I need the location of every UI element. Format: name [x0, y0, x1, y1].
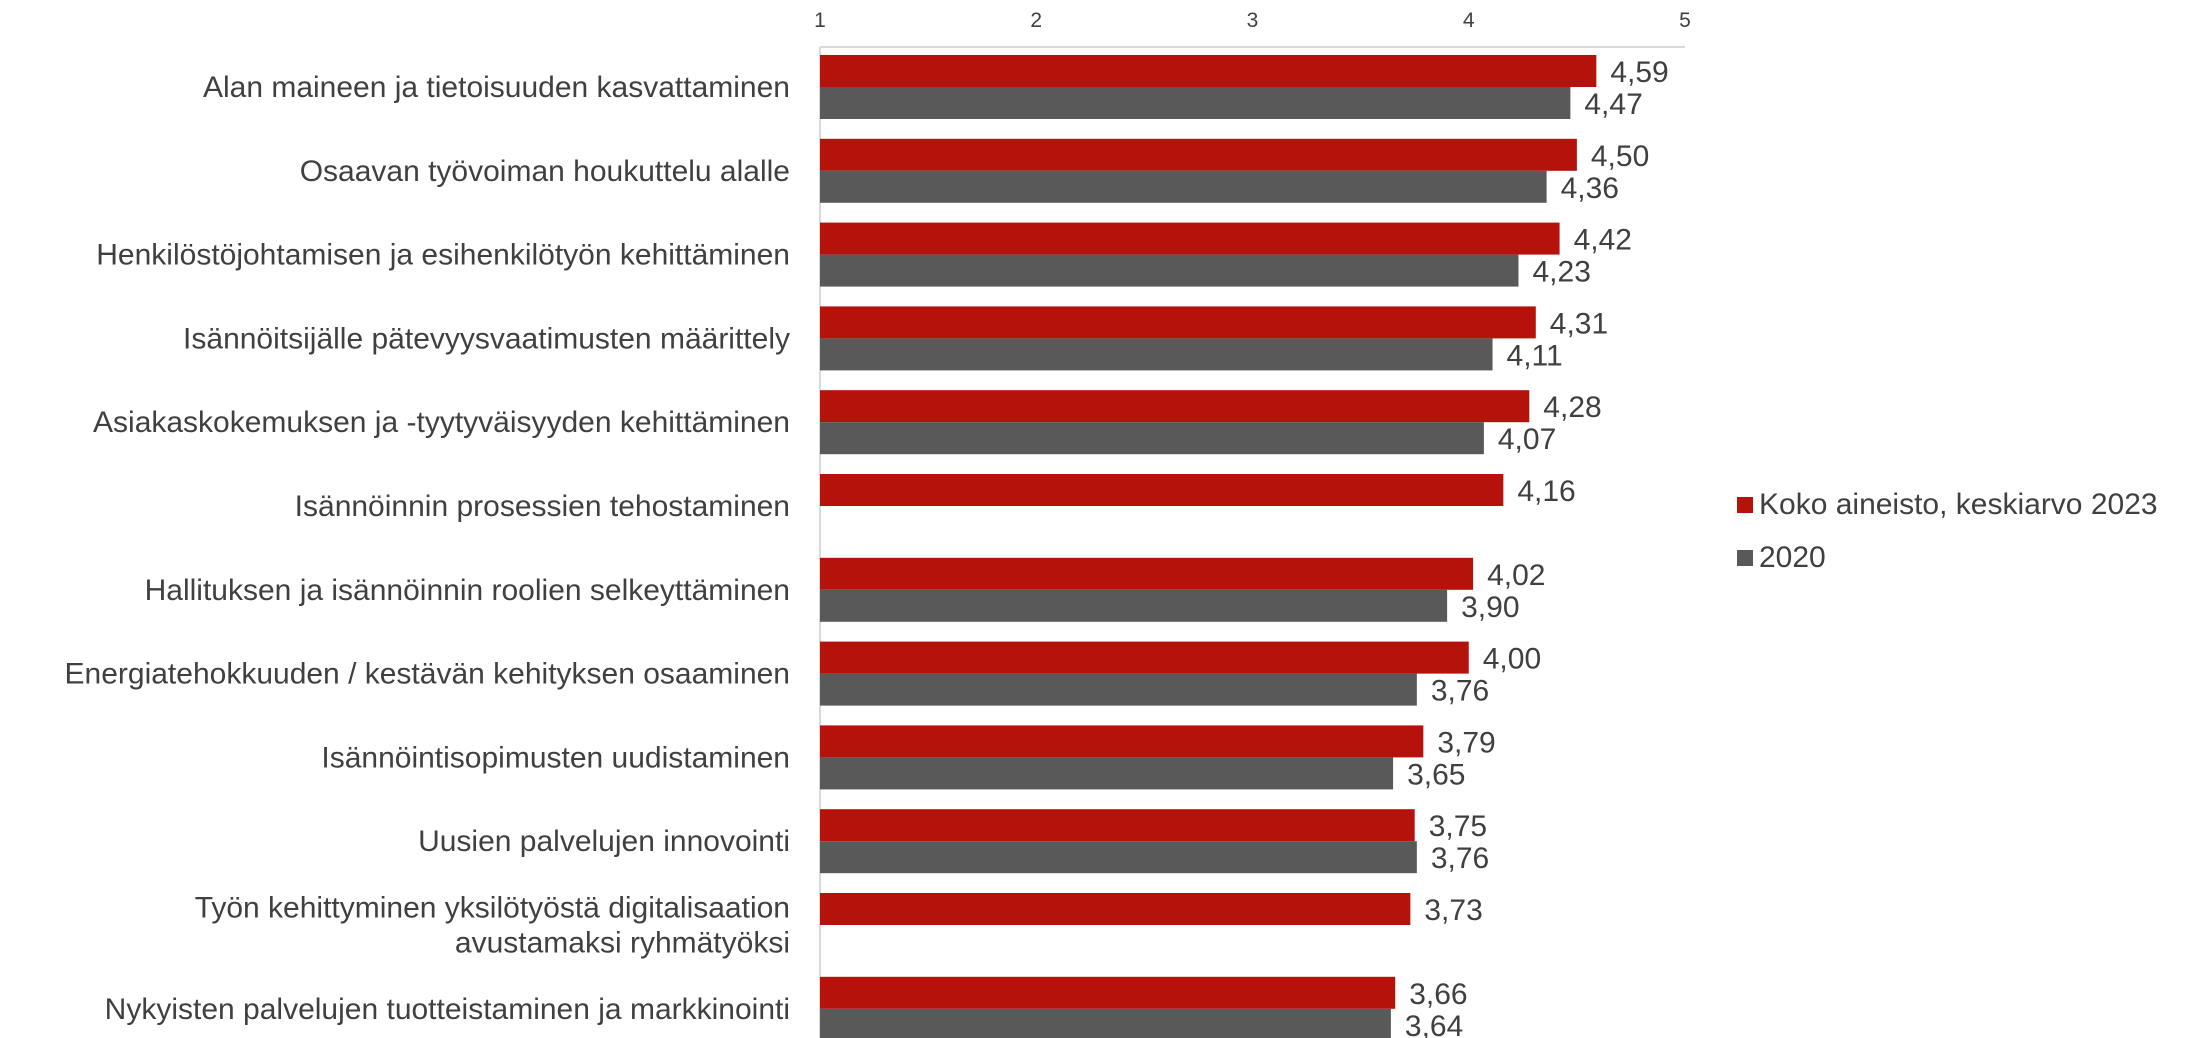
legend-label: 2020 [1759, 541, 1826, 574]
category-label: Isännöitsijälle pätevyysvaatimusten määr… [183, 322, 790, 355]
bar-2020 [820, 254, 1519, 287]
category-label: Alan maineen ja tietoisuuden kasvattamin… [203, 71, 790, 104]
data-label: 3,66 [1409, 978, 1467, 1011]
data-label: 3,76 [1431, 675, 1489, 708]
category-label: Isännöinnin prosessien tehostaminen [295, 490, 790, 523]
category-label: Asiakaskokemuksen ja -tyytyväisyyden keh… [93, 406, 790, 439]
data-label: 4,31 [1550, 307, 1608, 340]
data-label: 4,47 [1584, 88, 1642, 121]
data-label: 4,02 [1487, 559, 1545, 592]
bar-koko-aineisto-2023 [820, 222, 1560, 255]
x-tick-label: 3 [1247, 9, 1259, 32]
category-label: Uusien palvelujen innovointi [418, 825, 790, 858]
data-label: 4,00 [1483, 643, 1541, 676]
legend-label: Koko aineisto, keskiarvo 2023 [1759, 488, 2158, 521]
bar-2020 [820, 170, 1547, 203]
category-label: Nykyisten palvelujen tuotteistaminen ja … [105, 993, 790, 1026]
data-label: 3,76 [1431, 842, 1489, 875]
data-label: 3,73 [1424, 894, 1482, 927]
category-label: Työn kehittyminen yksilötyöstä digitalis… [195, 892, 790, 925]
legend-swatch [1737, 550, 1753, 566]
bar-2020 [820, 589, 1448, 622]
bar-2020 [820, 1008, 1391, 1038]
data-label: 4,16 [1517, 475, 1575, 508]
data-label: 3,64 [1405, 1010, 1463, 1038]
bar-2020 [820, 673, 1417, 706]
data-label: 4,28 [1543, 391, 1601, 424]
data-label: 4,36 [1561, 172, 1619, 205]
data-label: 4,11 [1507, 339, 1563, 372]
bar-koko-aineisto-2023 [820, 55, 1597, 87]
data-label: 4,07 [1498, 423, 1556, 456]
bar-koko-aineisto-2023 [820, 306, 1536, 339]
data-label: 3,90 [1461, 591, 1519, 624]
bar-2020 [820, 757, 1394, 790]
category-label: Energiatehokkuuden / kestävän kehityksen… [65, 658, 790, 691]
bar-2020 [820, 338, 1493, 371]
bar-2020 [820, 87, 1571, 119]
data-label: 3,75 [1429, 810, 1487, 843]
x-tick-label: 2 [1030, 9, 1042, 32]
bar-koko-aineisto-2023 [820, 390, 1530, 423]
bar-koko-aineisto-2023 [820, 138, 1577, 171]
bar-koko-aineisto-2023 [820, 809, 1415, 842]
bar-koko-aineisto-2023 [820, 557, 1474, 590]
bar-2020 [820, 422, 1484, 455]
bar-2020 [820, 841, 1417, 874]
data-label: 4,50 [1591, 140, 1649, 173]
data-label: 3,65 [1407, 758, 1465, 791]
category-label: avustamaksi ryhmätyöksi [455, 927, 790, 960]
bar-koko-aineisto-2023 [820, 976, 1396, 1009]
data-label: 4,23 [1532, 256, 1590, 289]
category-label: Osaavan työvoiman houkuttelu alalle [300, 155, 790, 188]
category-label: Henkilöstöjohtamisen ja esihenkilötyön k… [96, 239, 790, 272]
data-label: 4,59 [1610, 56, 1668, 89]
bar-koko-aineisto-2023 [820, 893, 1411, 925]
bar-koko-aineisto-2023 [820, 474, 1504, 506]
category-label: Isännöintisopimusten uudistaminen [321, 741, 790, 774]
x-tick-label: 5 [1679, 9, 1691, 32]
data-label: 3,79 [1437, 726, 1495, 759]
x-tick-label: 4 [1463, 9, 1475, 32]
bar-koko-aineisto-2023 [820, 641, 1469, 674]
legend-swatch [1737, 497, 1753, 513]
bar-koko-aineisto-2023 [820, 725, 1424, 758]
category-label: Hallituksen ja isännöinnin roolien selke… [145, 574, 790, 607]
data-label: 4,42 [1574, 224, 1632, 257]
x-tick-label: 1 [814, 9, 826, 32]
